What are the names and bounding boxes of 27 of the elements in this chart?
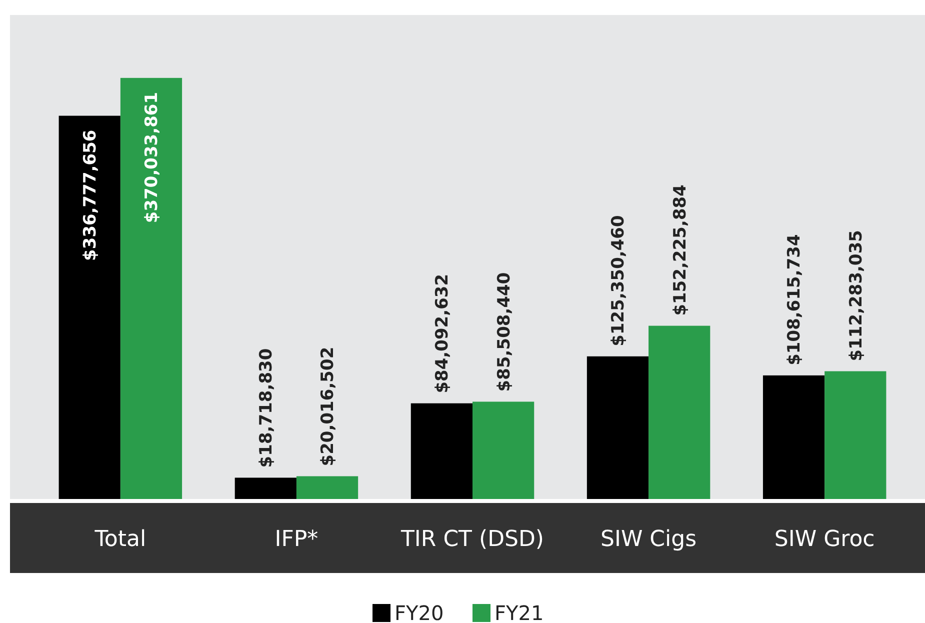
data-label: $85,508,440 bbox=[494, 272, 514, 392]
x-tick-label: TIR CT (DSD) bbox=[400, 527, 544, 552]
data-label: $112,283,035 bbox=[846, 230, 866, 362]
data-label: $18,718,830 bbox=[256, 348, 277, 468]
data-label: $336,777,656 bbox=[80, 130, 101, 261]
bar bbox=[120, 78, 182, 499]
bar bbox=[586, 356, 649, 499]
data-label: $20,016,502 bbox=[318, 346, 338, 466]
x-tick-label: IFP* bbox=[274, 527, 318, 552]
data-label: $84,092,632 bbox=[432, 274, 453, 394]
data-label: $125,350,460 bbox=[608, 214, 629, 346]
data-label: $370,033,861 bbox=[142, 92, 162, 224]
x-tick-label: Total bbox=[94, 527, 146, 552]
bar bbox=[472, 402, 534, 499]
bar bbox=[296, 476, 358, 499]
bar bbox=[648, 326, 710, 499]
x-tick-label: SIW Groc bbox=[774, 527, 875, 552]
data-label: $108,615,734 bbox=[784, 234, 805, 366]
x-tick-label: SIW Cigs bbox=[600, 527, 697, 552]
legend-label: FY20 bbox=[394, 601, 444, 623]
data-label: $152,225,884 bbox=[670, 184, 690, 316]
bar bbox=[410, 403, 472, 499]
bar bbox=[762, 375, 825, 499]
bar bbox=[58, 116, 120, 499]
legend-label: FY21 bbox=[494, 601, 544, 623]
bar bbox=[824, 371, 886, 499]
bar bbox=[234, 478, 296, 499]
